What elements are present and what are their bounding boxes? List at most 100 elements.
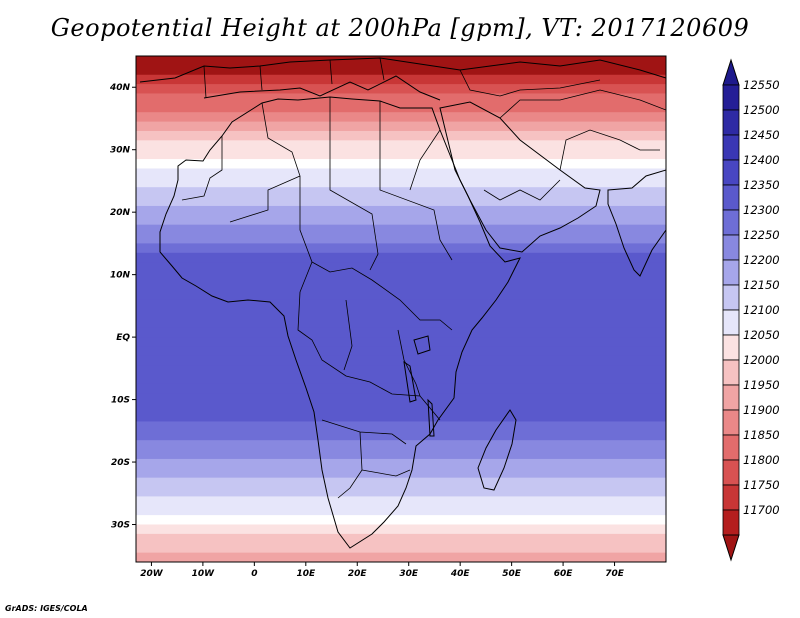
mediterranean-coast — [203, 75, 441, 101]
height-band — [136, 365, 666, 376]
height-band — [136, 309, 666, 319]
height-band — [136, 234, 666, 245]
colorbar-level-label: 12100 — [743, 303, 780, 317]
height-band — [136, 374, 666, 385]
height-band — [136, 524, 666, 535]
height-band — [136, 543, 666, 554]
lon-tick-label: 20E — [348, 569, 368, 579]
lat-tick-label: EQ — [116, 333, 130, 343]
height-band — [136, 487, 666, 498]
height-band — [136, 515, 666, 526]
colorbar-level-label: 12300 — [743, 203, 780, 217]
height-band — [136, 168, 666, 179]
lat-tick-label: 20S — [111, 458, 130, 468]
height-band — [136, 271, 666, 282]
arabia-coastline — [439, 101, 601, 253]
height-band — [136, 412, 666, 423]
height-field-bands — [136, 56, 666, 562]
colorbar: 12550 12500 12450 12400 12350 12300 12250 12200… — [722, 58, 780, 562]
africa-coastline — [159, 96, 521, 549]
colorbar-level-label: 12500 — [743, 103, 780, 117]
lat-tick-label: 20N — [110, 208, 131, 218]
height-band — [136, 121, 666, 132]
colorbar-level-label: 12050 — [743, 328, 780, 342]
height-band — [136, 262, 666, 273]
land-outline — [139, 57, 666, 549]
lake-tanganyika — [403, 360, 417, 403]
lon-tick-label: 10E — [296, 569, 316, 579]
height-band — [136, 224, 666, 235]
colorbar-cell — [722, 84, 740, 111]
height-band — [136, 130, 666, 141]
height-band — [136, 280, 666, 291]
height-band — [136, 477, 666, 488]
colorbar-cell — [722, 409, 740, 436]
height-band — [136, 84, 666, 95]
latitude-axis: 40N 30N 20N 10N EQ 10S 20S 30S — [109, 83, 136, 531]
colorbar-cell — [722, 109, 740, 136]
lon-tick-label: 0 — [251, 569, 257, 579]
height-band — [136, 449, 666, 460]
colorbar-level-label: 12150 — [743, 278, 780, 292]
height-band — [136, 440, 666, 451]
colorbar-level-label: 12000 — [743, 353, 780, 367]
height-band — [136, 215, 666, 226]
colorbar-cell — [722, 134, 740, 161]
colorbar-cell — [722, 159, 740, 186]
lat-tick-label: 30N — [110, 146, 131, 156]
colorbar-level-label: 11850 — [743, 428, 780, 442]
height-band — [136, 430, 666, 441]
height-band — [136, 318, 666, 329]
height-band — [136, 458, 666, 469]
height-band — [136, 468, 666, 479]
colorbar-max-arrow — [722, 58, 740, 86]
lat-tick-label: 30S — [111, 521, 130, 531]
height-band — [136, 187, 666, 198]
height-band — [136, 159, 666, 170]
height-band — [136, 552, 666, 562]
lon-tick-label: 10W — [192, 569, 216, 579]
height-band — [136, 346, 666, 357]
height-band — [136, 93, 666, 104]
height-band — [136, 533, 666, 544]
height-band — [136, 355, 666, 366]
lat-tick-label: 10S — [111, 396, 130, 406]
colorbar-cell — [722, 334, 740, 361]
colorbar-level-label: 12450 — [743, 128, 780, 142]
lon-tick-label: 30E — [399, 569, 419, 579]
height-band — [136, 243, 666, 254]
lon-tick-label: 20W — [140, 569, 164, 579]
height-band — [136, 196, 666, 207]
colorbar-cell — [722, 434, 740, 461]
country-borders — [181, 57, 666, 499]
height-band — [136, 421, 666, 432]
madagascar-coastline — [477, 409, 517, 491]
lake-victoria — [413, 335, 431, 355]
colorbar-level-label: 11900 — [743, 403, 780, 417]
height-band — [136, 252, 666, 263]
colorbar-level-label: 12550 — [743, 78, 780, 92]
height-band — [136, 327, 666, 338]
colorbar-cell — [722, 509, 740, 536]
india-coastline — [607, 169, 666, 277]
height-band — [136, 402, 666, 413]
colorbar-cell — [722, 234, 740, 261]
lon-tick-label: 40E — [450, 569, 471, 579]
height-band — [136, 299, 666, 310]
map-title: Geopotential Height at 200hPa [gpm], VT:… — [50, 14, 750, 42]
height-band — [136, 393, 666, 404]
height-band — [136, 140, 666, 151]
lat-tick-label: 10N — [110, 271, 131, 281]
longitude-axis: 20W 10W 0 10E 20E 30E 40E 50E 60E 70E — [140, 562, 625, 579]
colorbar-cell — [722, 284, 740, 311]
height-band — [136, 149, 666, 160]
colorbar-cell — [722, 459, 740, 486]
height-band — [136, 65, 666, 76]
colorbar-cell — [722, 359, 740, 386]
colorbar-level-label: 11950 — [743, 378, 780, 392]
lat-tick-label: 40N — [109, 83, 131, 93]
colorbar-level-label: 12200 — [743, 253, 780, 267]
grads-credit: GrADS: IGES/COLA — [5, 604, 88, 613]
colorbar-cell — [722, 259, 740, 286]
colorbar-level-label: 11750 — [743, 478, 780, 492]
